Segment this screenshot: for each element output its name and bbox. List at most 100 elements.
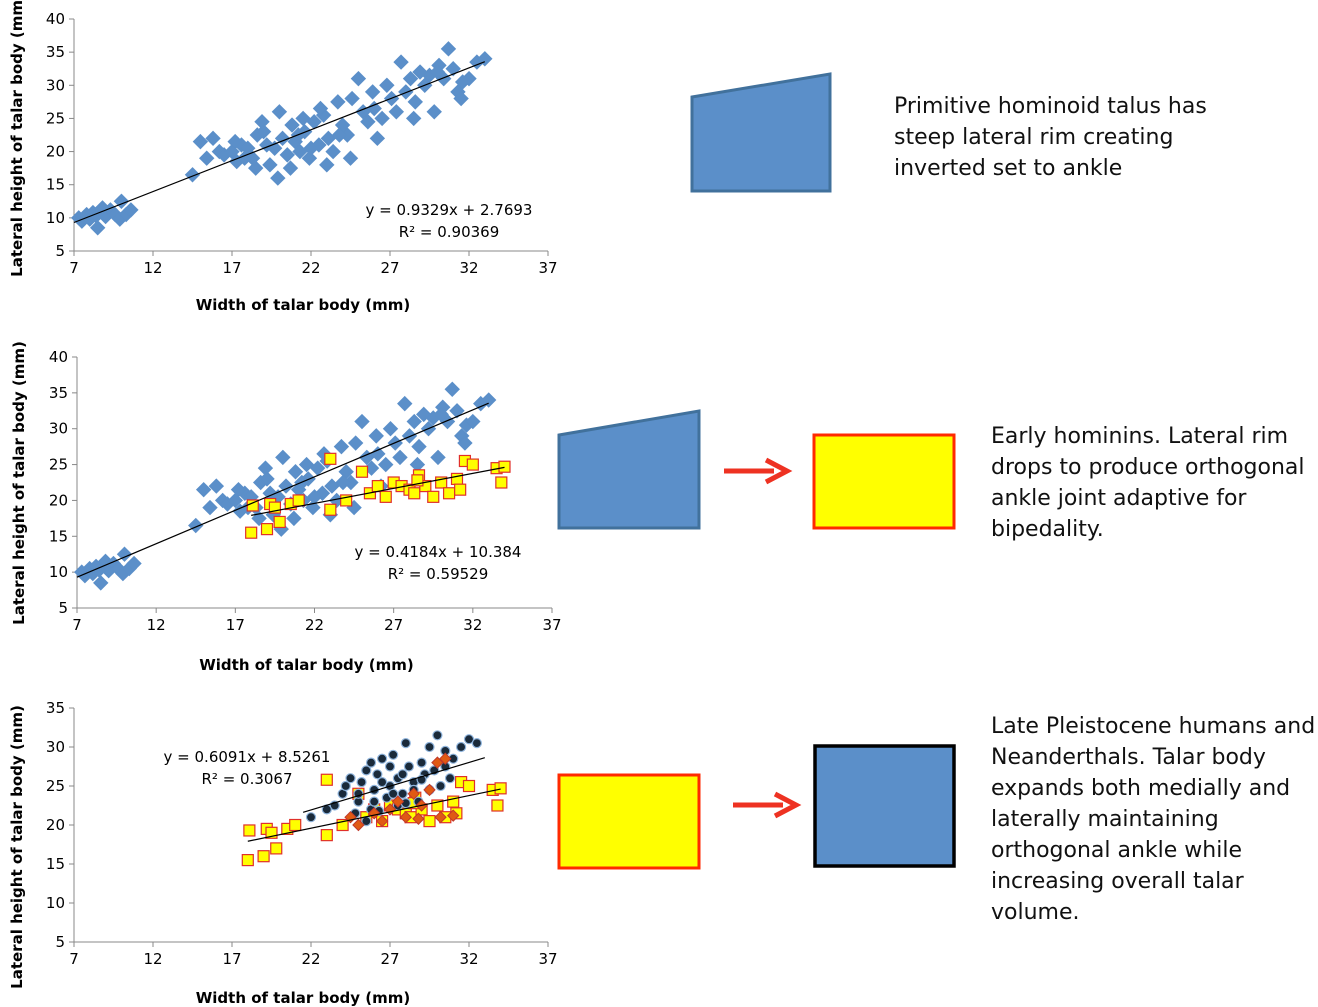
data-point xyxy=(498,460,511,473)
data-point xyxy=(270,170,286,186)
trendline xyxy=(302,757,485,813)
y-tick-label: 25 xyxy=(46,777,65,795)
trendline-r-squared: R² = 0.90369 xyxy=(399,223,500,241)
data-point xyxy=(388,104,405,120)
data-point xyxy=(412,812,425,825)
x-tick-label: 37 xyxy=(542,616,561,634)
data-point xyxy=(303,140,319,156)
data-point xyxy=(444,773,456,784)
data-point xyxy=(388,749,399,760)
x-axis-title: Width of talar body (mm) xyxy=(196,989,410,1007)
talus-square-expanded xyxy=(813,744,956,868)
data-point xyxy=(442,487,456,500)
data-point xyxy=(259,471,275,487)
x-tick-label: 7 xyxy=(69,950,79,968)
data-point xyxy=(424,741,435,753)
trendline-equation: y = 0.4184x + 10.384 xyxy=(355,543,522,561)
data-point xyxy=(356,776,367,788)
x-tick-label: 12 xyxy=(143,259,162,277)
y-tick-label: 35 xyxy=(46,43,65,61)
data-point xyxy=(312,100,329,117)
data-point xyxy=(388,788,399,799)
data-point xyxy=(402,70,419,87)
y-tick-label: 15 xyxy=(49,527,68,545)
data-point xyxy=(366,100,382,117)
scatter-chart-early-hominins: 5 10 15 20 25 30 35 40 7 12 17 22 27 32 37 Width of tal… xyxy=(10,341,562,674)
series-1-circle xyxy=(305,730,482,827)
data-point xyxy=(325,143,341,160)
data-point xyxy=(270,842,283,855)
data-point xyxy=(245,526,258,539)
data-point xyxy=(369,130,386,147)
y-tick-label: 15 xyxy=(46,176,65,194)
right-arrow-icon xyxy=(724,457,793,485)
trendline-equation: y = 0.9329x + 2.7693 xyxy=(366,201,533,219)
data-point xyxy=(295,110,311,127)
data-point xyxy=(271,104,288,120)
x-tick-label: 17 xyxy=(222,950,241,968)
right-arrow-icon xyxy=(733,791,802,819)
data-point xyxy=(408,487,421,500)
scatter-chart-late-pleistocene: 5 10 15 20 25 30 35 7 12 17 22 27 32 37 Width of talar… xyxy=(8,699,558,1007)
data-point xyxy=(255,123,272,140)
x-axis-title: Width of talar body (mm) xyxy=(196,296,410,314)
data-point xyxy=(354,413,370,430)
data-point xyxy=(454,483,467,496)
data-point xyxy=(392,449,408,466)
data-point xyxy=(199,150,215,166)
x-tick-label: 7 xyxy=(69,259,79,277)
x-tick-label: 22 xyxy=(305,616,324,634)
data-point xyxy=(126,555,142,572)
series-1-square xyxy=(245,452,511,539)
data-point xyxy=(184,167,201,183)
y-tick-label: 30 xyxy=(49,420,68,438)
data-point xyxy=(360,114,376,130)
trendline xyxy=(73,61,486,224)
data-point xyxy=(279,147,296,163)
trendline-r-squared: R² = 0.3067 xyxy=(201,770,292,788)
data-point xyxy=(262,157,278,173)
y-tick-label: 10 xyxy=(46,894,65,912)
data-point xyxy=(378,456,394,473)
data-point xyxy=(74,564,90,580)
data-point xyxy=(449,403,465,419)
y-tick-label: 25 xyxy=(49,456,68,474)
data-point xyxy=(368,428,384,444)
data-point xyxy=(350,70,367,87)
data-point xyxy=(444,381,460,397)
data-point xyxy=(431,756,444,769)
data-point xyxy=(407,94,423,110)
data-point xyxy=(371,479,384,493)
data-point xyxy=(284,117,300,133)
data-point xyxy=(282,160,299,176)
data-point xyxy=(480,392,497,408)
data-point xyxy=(382,421,399,437)
data-point xyxy=(336,818,349,832)
x-tick-label: 7 xyxy=(72,616,82,634)
x-tick-label: 37 xyxy=(538,259,557,277)
trendline xyxy=(251,466,505,516)
data-point xyxy=(71,210,87,226)
data-point xyxy=(432,730,443,741)
y-tick-label: 40 xyxy=(46,10,65,28)
data-point xyxy=(431,799,444,812)
data-point xyxy=(495,476,508,489)
x-tick-label: 37 xyxy=(538,950,557,968)
data-point xyxy=(352,818,365,832)
data-point xyxy=(320,829,333,842)
data-point xyxy=(340,780,351,792)
scatter-chart-primitive-hominoid: 5 10 15 20 25 30 35 40 7 12 17 22 27 32 37 Width of tal… xyxy=(8,0,558,314)
data-point xyxy=(273,515,286,529)
data-point xyxy=(411,474,424,487)
data-point xyxy=(365,757,377,768)
data-point xyxy=(287,464,304,480)
data-point xyxy=(208,478,225,494)
y-tick-label: 15 xyxy=(46,855,65,873)
y-tick-label: 5 xyxy=(58,599,68,617)
data-point xyxy=(247,160,264,176)
data-point xyxy=(319,157,335,173)
data-point xyxy=(324,503,337,516)
data-point xyxy=(397,395,413,412)
data-point xyxy=(491,799,504,812)
y-tick-label: 5 xyxy=(55,933,65,951)
